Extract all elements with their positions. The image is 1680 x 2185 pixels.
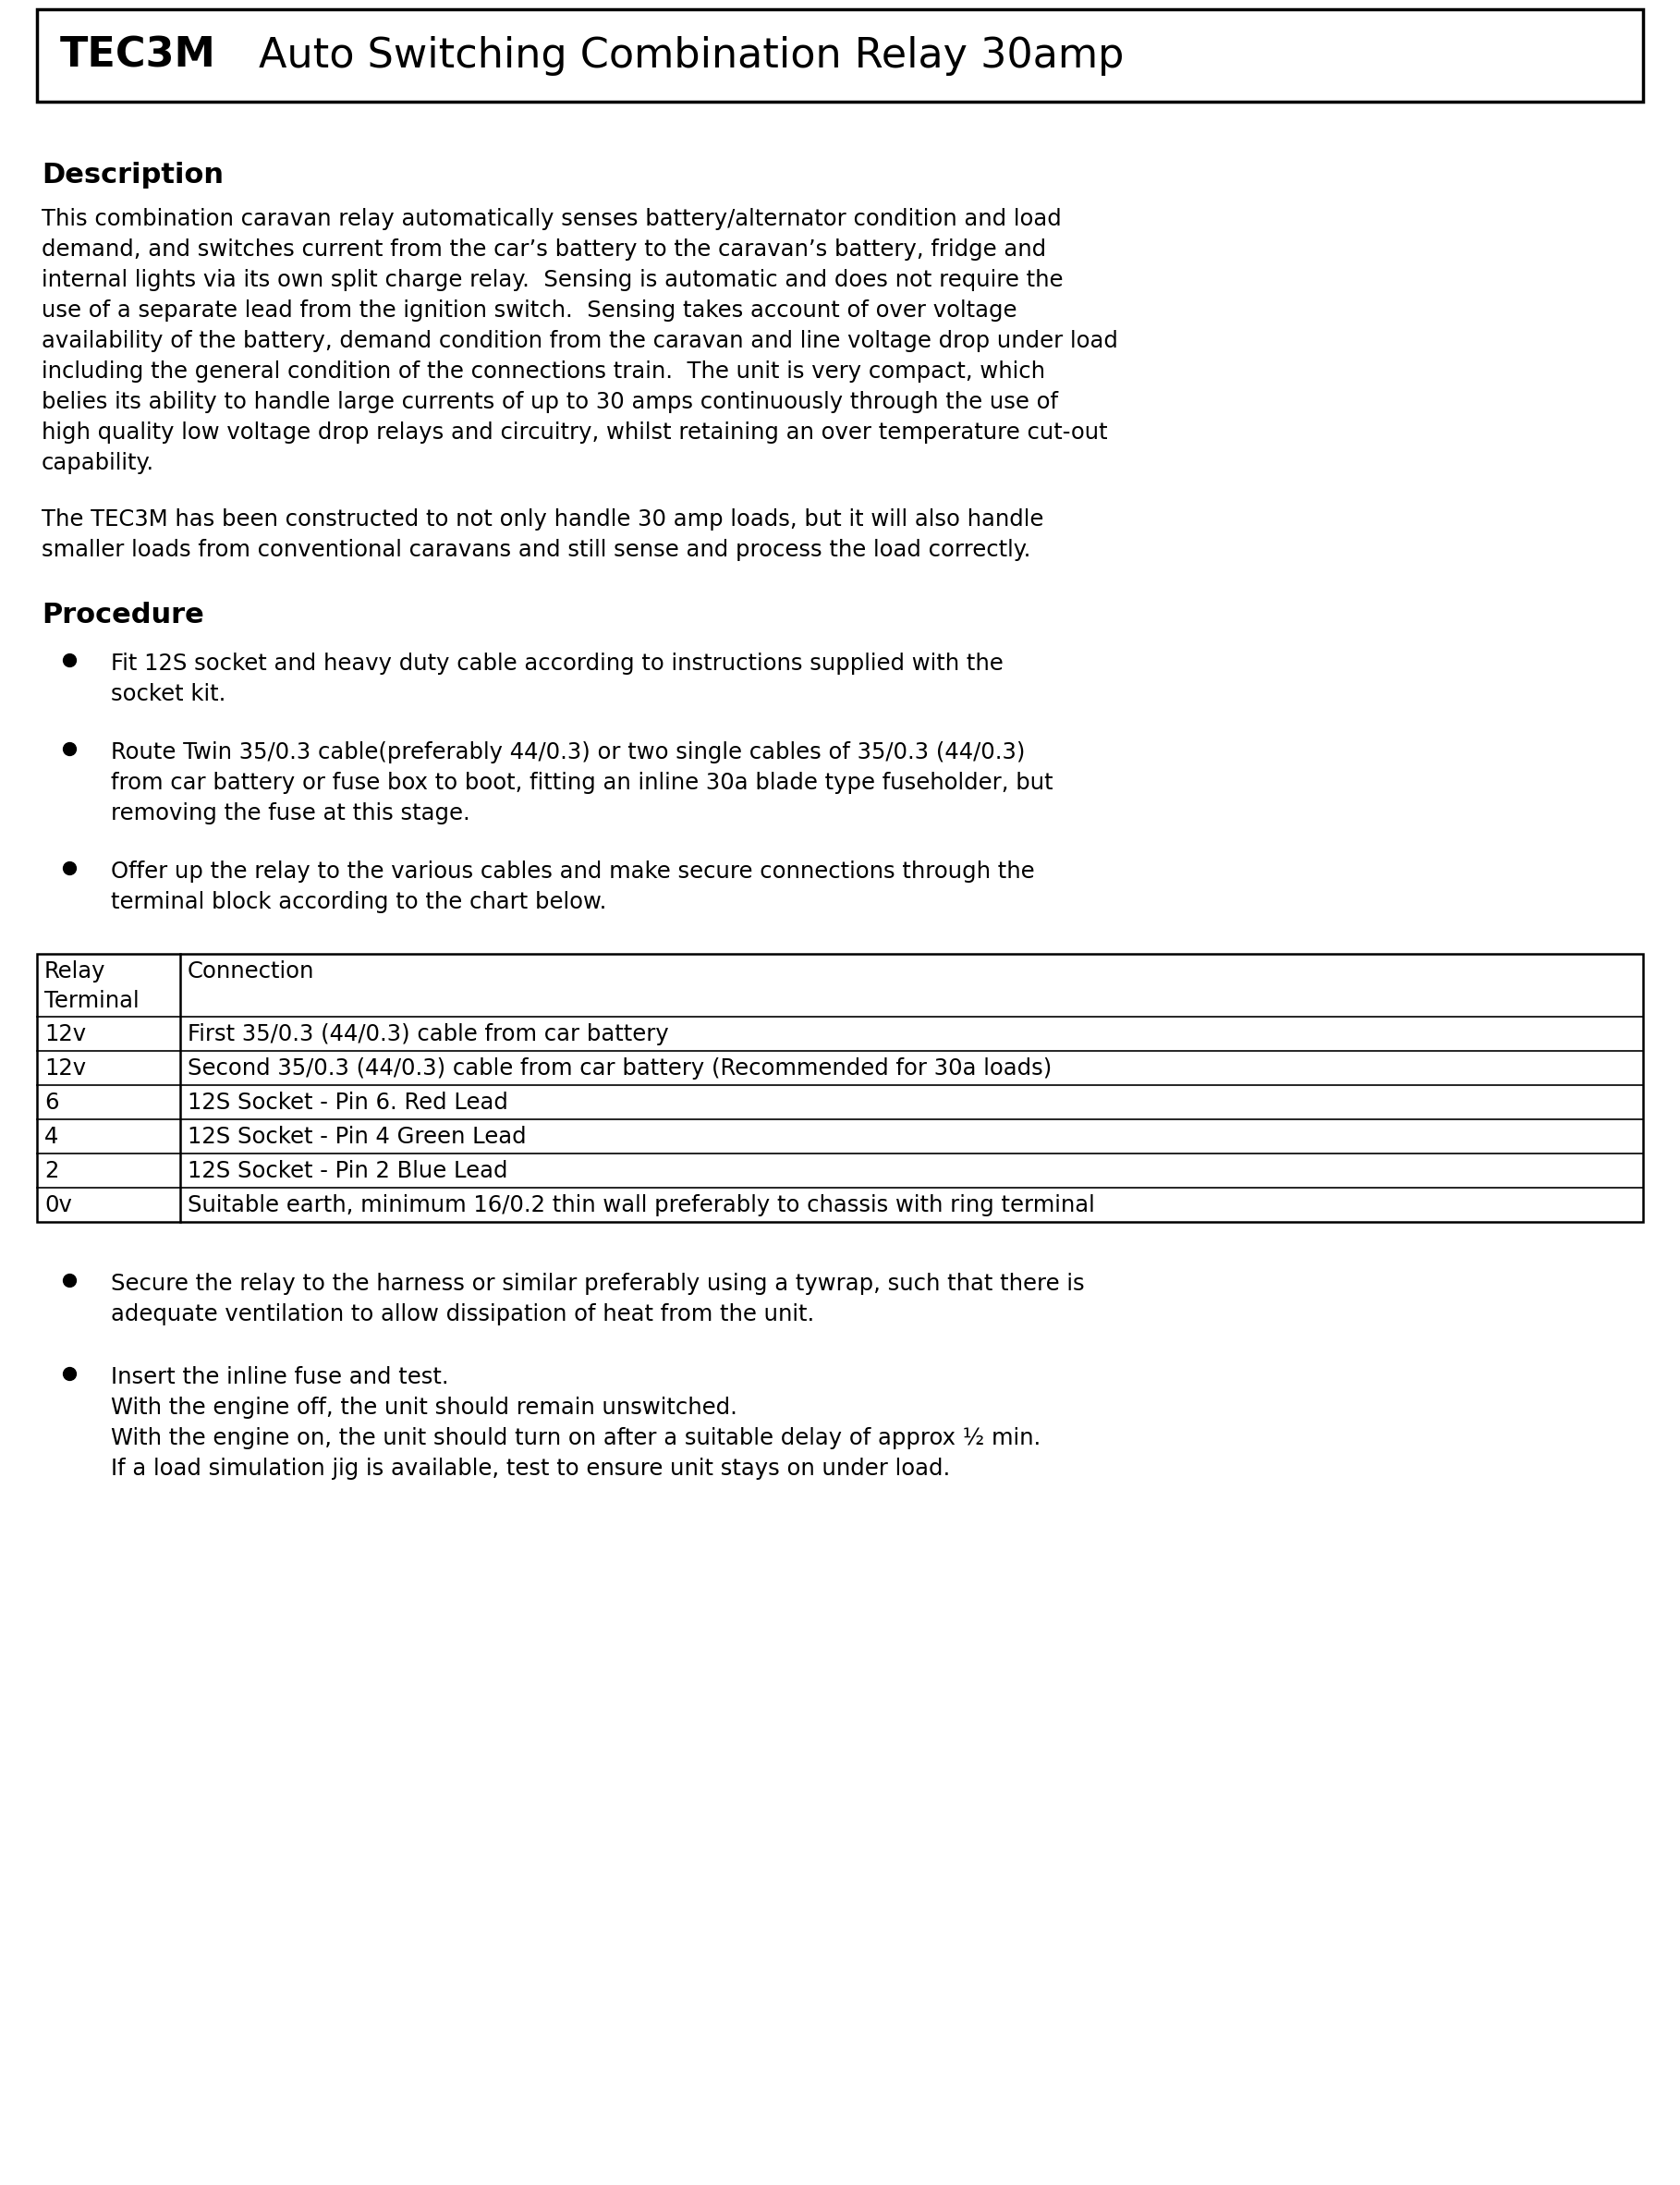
Text: high quality low voltage drop relays and circuitry, whilst retaining an over tem: high quality low voltage drop relays and… [42,422,1107,444]
Text: 6: 6 [44,1092,59,1114]
Text: Connection: Connection [188,961,314,983]
Bar [37,955,1643,1221]
Text: This combination caravan relay automatically senses battery/alternator condition: This combination caravan relay automatic… [42,208,1062,229]
Text: Route Twin 35/0.3 cable(preferably 44/0.3) or two single cables of 35/0.3 (44/0.: Route Twin 35/0.3 cable(preferably 44/0.… [111,741,1025,763]
Text: Offer up the relay to the various cables and make secure connections through the: Offer up the relay to the various cables… [111,861,1035,883]
Text: TEC3M: TEC3M [60,35,217,74]
Text: 12S Socket - Pin 4 Green Lead: 12S Socket - Pin 4 Green Lead [188,1125,526,1147]
Text: removing the fuse at this stage.: removing the fuse at this stage. [111,802,470,824]
Text: Insert the inline fuse and test.: Insert the inline fuse and test. [111,1366,449,1387]
Text: Auto Switching Combination Relay 30amp: Auto Switching Combination Relay 30amp [259,35,1124,74]
Text: Secure the relay to the harness or similar preferably using a tywrap, such that : Secure the relay to the harness or simil… [111,1272,1085,1296]
Text: If a load simulation jig is available, test to ensure unit stays on under load.: If a load simulation jig is available, t… [111,1457,951,1479]
Text: 12S Socket - Pin 6. Red Lead: 12S Socket - Pin 6. Red Lead [188,1092,507,1114]
Text: terminal block according to the chart below.: terminal block according to the chart be… [111,891,606,913]
Text: 0v: 0v [44,1195,72,1217]
Text: from car battery or fuse box to boot, fitting an inline 30a blade type fuseholde: from car battery or fuse box to boot, fi… [111,771,1053,793]
Text: First 35/0.3 (44/0.3) cable from car battery: First 35/0.3 (44/0.3) cable from car bat… [188,1023,669,1044]
Text: Description: Description [42,162,223,188]
Text: Procedure: Procedure [42,601,203,629]
Text: use of a separate lead from the ignition switch.  Sensing takes account of over : use of a separate lead from the ignition… [42,299,1016,321]
Text: 12S Socket - Pin 2 Blue Lead: 12S Socket - Pin 2 Blue Lead [188,1160,507,1182]
Text: 12v: 12v [44,1058,86,1079]
Text: With the engine off, the unit should remain unswitched.: With the engine off, the unit should rem… [111,1396,738,1418]
Text: Relay
Terminal: Relay Terminal [44,961,139,1012]
Text: Second 35/0.3 (44/0.3) cable from car battery (Recommended for 30a loads): Second 35/0.3 (44/0.3) cable from car ba… [188,1058,1052,1079]
Bar [37,9,1643,103]
Text: availability of the battery, demand condition from the caravan and line voltage : availability of the battery, demand cond… [42,330,1117,352]
Text: With the engine on, the unit should turn on after a suitable delay of approx ½ m: With the engine on, the unit should turn… [111,1427,1040,1449]
Text: adequate ventilation to allow dissipation of heat from the unit.: adequate ventilation to allow dissipatio… [111,1302,815,1326]
Text: 2: 2 [44,1160,59,1182]
Text: belies its ability to handle large currents of up to 30 amps continuously throug: belies its ability to handle large curre… [42,391,1058,413]
Text: including the general condition of the connections train.  The unit is very comp: including the general condition of the c… [42,361,1045,382]
Text: demand, and switches current from the car’s battery to the caravan’s battery, fr: demand, and switches current from the ca… [42,238,1047,260]
Text: Suitable earth, minimum 16/0.2 thin wall preferably to chassis with ring termina: Suitable earth, minimum 16/0.2 thin wall… [188,1195,1095,1217]
Text: socket kit.: socket kit. [111,684,225,706]
Text: 4: 4 [44,1125,59,1147]
Text: The TEC3M has been constructed to not only handle 30 amp loads, but it will also: The TEC3M has been constructed to not on… [42,509,1043,531]
Text: Fit 12S socket and heavy duty cable according to instructions supplied with the: Fit 12S socket and heavy duty cable acco… [111,653,1003,675]
Text: 12v: 12v [44,1023,86,1044]
Text: capability.: capability. [42,452,155,474]
Text: internal lights via its own split charge relay.  Sensing is automatic and does n: internal lights via its own split charge… [42,269,1063,291]
Text: smaller loads from conventional caravans and still sense and process the load co: smaller loads from conventional caravans… [42,540,1032,562]
